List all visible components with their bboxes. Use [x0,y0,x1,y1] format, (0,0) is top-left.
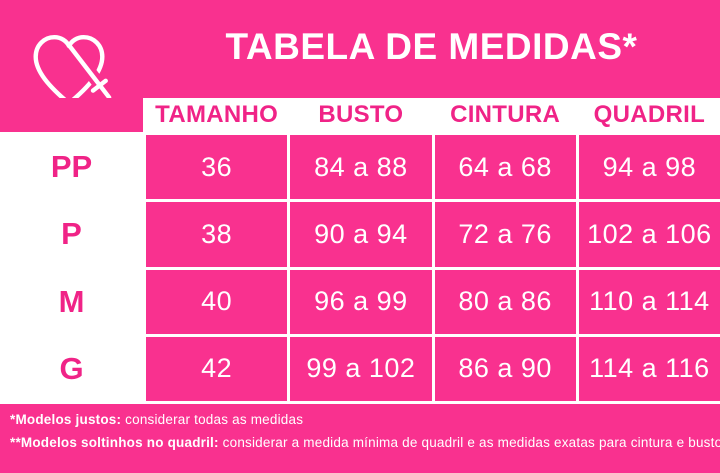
footnote-models-soltinhos: **Modelos soltinhos no quadril: consider… [10,432,720,455]
table-cell: 96 a 99 [290,269,432,334]
footnote-models-justos: *Modelos justos: considerar todas as med… [10,409,714,432]
table-cell: 99 a 102 [290,336,432,401]
column-header-busto: BUSTO [290,98,432,132]
table-cell: 38 [146,202,288,267]
page-title: TABELA DE MEDIDAS* [225,26,638,67]
table-cell: 42 [146,336,288,401]
table-corner-cell [0,98,143,132]
column-header-quadril: QUADRIL [578,98,720,132]
footnote-text: considerar todas as medidas [125,412,304,427]
table-cell: 90 a 94 [290,202,432,267]
size-table: TAMANHO BUSTO CINTURA QUADRIL PP 36 84 a… [0,98,720,404]
table-cell: 86 a 90 [434,336,576,401]
row-label-p: P [0,202,143,267]
heart-with-needle-icon [22,24,116,118]
row-label-pp: PP [0,135,143,200]
table-cell: 102 a 106 [578,202,720,267]
table-cell: 40 [146,269,288,334]
footnote-text: considerar a medida mínima de quadril e … [222,434,720,450]
table-cell: 84 a 88 [290,135,432,200]
table-cell: 114 a 116 [578,336,720,401]
row-label-m: M [0,269,143,334]
table-cell: 110 a 114 [578,269,720,334]
footnotes: *Modelos justos: considerar todas as med… [10,409,720,455]
table-cell: 94 a 98 [578,135,720,200]
table-cell: 36 [146,135,288,200]
footnote-lead: *Modelos justos: [10,412,122,427]
table-cell: 64 a 68 [434,135,576,200]
table-cell: 80 a 86 [434,269,576,334]
footnote-lead: **Modelos soltinhos no quadril: [10,434,219,450]
column-header-cintura: CINTURA [434,98,576,132]
table-cell: 72 a 76 [434,202,576,267]
row-label-g: G [0,336,143,401]
column-header-tamanho: TAMANHO [146,98,288,132]
